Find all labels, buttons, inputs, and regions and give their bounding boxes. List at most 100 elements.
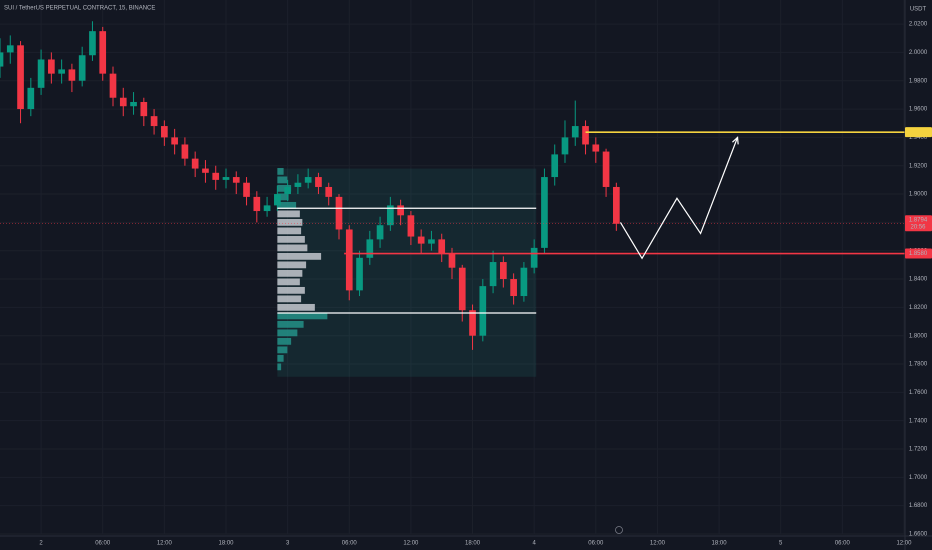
candle-body — [613, 186, 620, 224]
x-tick-label: 12:00 — [157, 541, 173, 547]
profile-bar — [277, 337, 292, 345]
candle-body — [119, 97, 127, 107]
candle-body — [376, 225, 384, 240]
x-tick-label: 12:00 — [650, 541, 666, 547]
level-label: 1.8580 — [909, 251, 928, 257]
x-tick-label: 3 — [286, 541, 290, 547]
candle-body — [161, 126, 168, 138]
candle-body — [202, 168, 209, 173]
candle-body — [571, 126, 579, 138]
y-tick-label: 1.6600 — [909, 532, 928, 538]
x-tick-label: 18:00 — [218, 541, 234, 547]
candle-body — [510, 279, 517, 297]
profile-bar — [277, 278, 300, 286]
countdown-label: 20:56 — [910, 224, 926, 230]
profile-bar — [277, 176, 288, 184]
grid — [0, 0, 905, 534]
candle-body — [6, 45, 14, 53]
chart-title: SUI / TetherUS PERPETUAL CONTRACT, 15, B… — [4, 6, 155, 12]
x-tick-label: 06:00 — [835, 541, 851, 547]
candle-body — [407, 215, 415, 237]
y-tick-label: 1.7800 — [909, 362, 928, 368]
candle-body — [274, 194, 281, 206]
candle-body — [397, 205, 404, 216]
profile-bar — [277, 346, 288, 354]
profile-bar — [277, 320, 304, 328]
candle-body — [48, 59, 55, 74]
candle-body — [304, 177, 312, 183]
candle-body — [37, 59, 45, 88]
y-tick-label: 1.7600 — [909, 390, 928, 396]
profile-bar — [277, 295, 302, 303]
candle-body — [345, 229, 353, 291]
last-price-label: 1.8794 — [909, 217, 928, 223]
candle-body — [27, 87, 35, 110]
profile-bar — [277, 227, 302, 235]
x-tick-label: 2 — [39, 541, 43, 547]
y-tick-label: 1.6800 — [909, 503, 928, 509]
y-tick-label: 1.9600 — [909, 107, 928, 113]
candle-body — [222, 177, 230, 180]
y-tick-label: 1.9400 — [909, 135, 928, 141]
candle-body — [171, 137, 178, 145]
candle-body — [315, 177, 322, 187]
profile-bar — [277, 201, 297, 209]
candle-body — [530, 247, 538, 268]
candle-body — [109, 73, 117, 98]
x-tick-label: 06:00 — [95, 541, 111, 547]
candle-body — [253, 196, 261, 212]
currency: USDT — [910, 7, 927, 13]
projection-path — [619, 137, 739, 260]
y-tick-label: 1.8400 — [909, 277, 928, 283]
profile-bar — [277, 210, 300, 218]
value-area-box — [277, 168, 537, 377]
axes: 2.0200 2.0000 1.9800 1.9600 1.9400 1.9200 1.90… — [39, 22, 932, 547]
profile-bar — [277, 167, 284, 175]
projection-arrowhead — [732, 136, 739, 145]
y-tick-label: 1.9200 — [909, 163, 928, 169]
profile-bar — [277, 269, 303, 277]
profile-bar — [277, 354, 284, 362]
profile-bar — [277, 235, 305, 243]
y-tick-label: 1.8000 — [909, 333, 928, 339]
candle-body — [294, 182, 302, 187]
y-tick-label: 1.7200 — [909, 447, 928, 453]
replay-icon[interactable] — [615, 526, 623, 534]
y-tick-label: 1.9800 — [909, 78, 928, 84]
candle-body — [479, 286, 487, 336]
candle-body — [448, 253, 456, 268]
candle-body — [99, 31, 107, 74]
last-price-badge — [905, 215, 932, 232]
level-badge — [905, 127, 932, 138]
x-tick-label: 12:00 — [403, 541, 419, 547]
candle-body — [130, 101, 137, 107]
candle-body — [541, 177, 548, 248]
profile-bar — [277, 244, 308, 252]
y-tick-label: 1.9000 — [909, 192, 928, 198]
y-tick-label: 2.0000 — [909, 50, 928, 56]
candle-body — [602, 151, 610, 187]
profile-bar — [277, 329, 298, 337]
candle-body — [243, 182, 250, 197]
candle-body — [284, 186, 291, 195]
candle-body — [417, 236, 425, 244]
y-tick-label: 1.8200 — [909, 305, 928, 311]
x-tick-label: 18:00 — [712, 541, 728, 547]
y-tick-label: 1.7000 — [909, 475, 928, 481]
x-tick-label: 18:00 — [465, 541, 481, 547]
y-tick-label: 2.0200 — [909, 22, 928, 28]
candle-body — [140, 101, 148, 117]
profile-bar — [277, 193, 289, 201]
candle-body — [89, 31, 96, 56]
candle-body — [458, 267, 466, 311]
candle-body — [592, 144, 600, 152]
profile-bar — [277, 184, 292, 192]
candle-body — [191, 158, 199, 169]
candle-body — [263, 205, 271, 212]
candle-body — [325, 186, 333, 197]
candle-body — [366, 239, 374, 258]
candle-body — [428, 239, 435, 244]
candle-body — [150, 116, 158, 127]
candle-body — [212, 172, 220, 180]
